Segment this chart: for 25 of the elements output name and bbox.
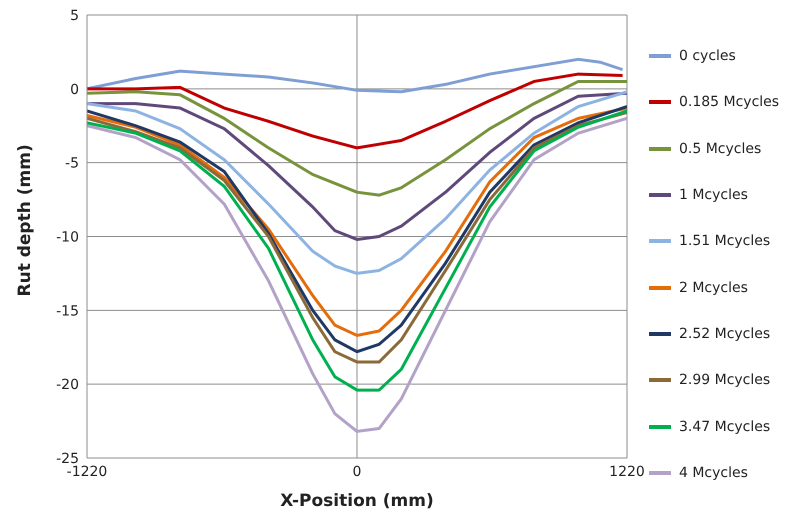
- y-tick-label: -10: [56, 229, 79, 246]
- x-tick-label: 0: [352, 464, 362, 480]
- legend-label: 0 cycles: [679, 48, 736, 64]
- y-axis-title: Rut depth (mm): [15, 144, 36, 296]
- y-tick-label: 0: [70, 82, 79, 98]
- legend-label: 1 Mcycles: [679, 187, 748, 204]
- y-tick-label: 5: [70, 8, 79, 24]
- x-tick-label: 1220: [609, 464, 645, 480]
- line-series: [87, 92, 627, 241]
- line-series: [87, 58, 624, 94]
- y-tick-label: -20: [56, 377, 79, 394]
- line-series: [87, 90, 627, 275]
- legend-label: 4 Mcycles: [679, 464, 748, 481]
- y-tick-label: -5: [65, 156, 79, 172]
- x-axis-title: X-Position (mm): [280, 491, 434, 511]
- legend-label: 0.185 Mcycles: [679, 94, 780, 110]
- y-tick-label: -15: [56, 303, 79, 320]
- legend-label: 2.52 Mcycles: [679, 326, 770, 342]
- legend-label: 0.5 Mcycles: [679, 140, 762, 157]
- line-series: [87, 72, 624, 150]
- line-series: [87, 80, 627, 197]
- legend-label: 2.99 Mcycles: [679, 372, 770, 388]
- legend-label: 1.51 Mcycles: [679, 233, 770, 250]
- legend-label: 3.47 Mcycles: [679, 418, 770, 435]
- legend-label: 2 Mcycles: [679, 280, 748, 296]
